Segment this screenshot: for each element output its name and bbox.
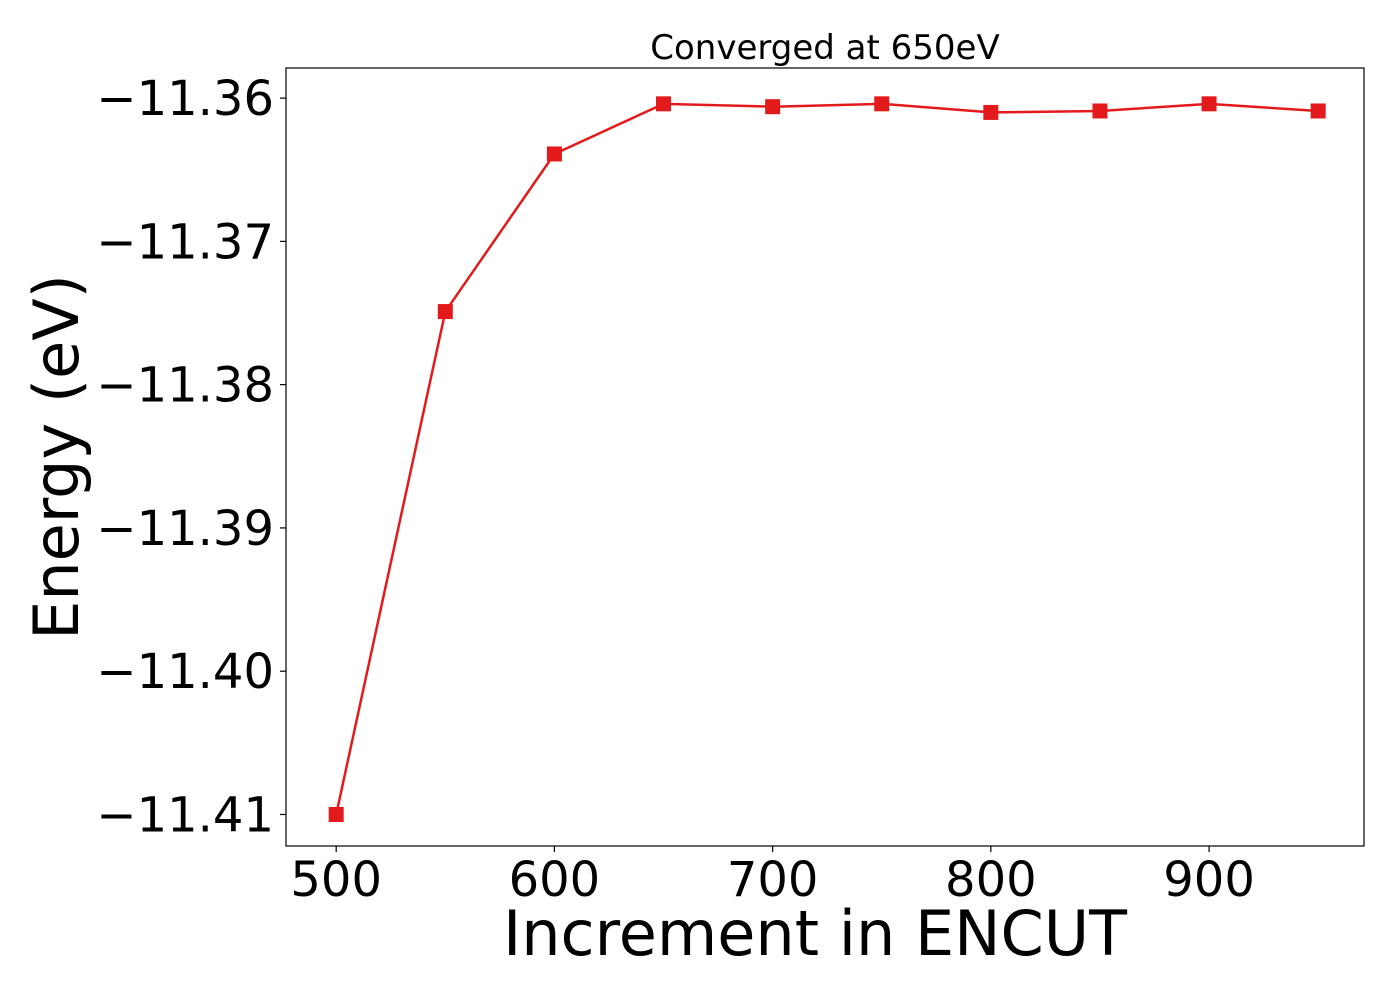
y-tick-label: −11.40 [96, 644, 274, 700]
x-tick-label: 800 [945, 852, 1037, 908]
data-point-marker [765, 99, 781, 115]
x-tick-label: 600 [509, 852, 601, 908]
plot-frame [285, 67, 1365, 847]
chart-title: Converged at 650eV [650, 28, 999, 68]
data-point-marker [983, 104, 999, 120]
x-tick-label: 700 [727, 852, 819, 908]
x-axis-label: Increment in ENCUT [503, 897, 1128, 970]
data-point-marker [1310, 103, 1326, 119]
data-point-marker [546, 146, 562, 162]
data-point-marker [656, 96, 672, 112]
y-tick-label: −11.36 [96, 71, 274, 127]
y-tick-label: −11.38 [96, 358, 274, 414]
data-point-marker [1201, 96, 1217, 112]
x-axis-ticks: 500 600 700 800 900 [290, 846, 1255, 908]
x-tick-label: 900 [1163, 852, 1255, 908]
data-point-marker [874, 96, 890, 112]
x-tick-label: 500 [290, 852, 382, 908]
data-point-marker [437, 304, 453, 320]
data-point-marker [328, 806, 344, 822]
data-point-marker [1092, 103, 1108, 119]
series-line [334, 102, 1319, 815]
y-axis-label: Energy (eV) [20, 274, 93, 640]
y-tick-label: −11.41 [96, 787, 274, 843]
y-axis-ticks: −11.36 −11.37 −11.38 −11.39 −11.40 −11.41 [96, 71, 286, 843]
series-group [328, 96, 1326, 822]
y-tick-label: −11.39 [96, 501, 274, 557]
y-tick-label: −11.37 [96, 214, 274, 270]
